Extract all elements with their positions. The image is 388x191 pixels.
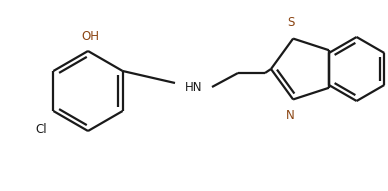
- Text: OH: OH: [81, 30, 99, 43]
- Text: S: S: [288, 15, 295, 29]
- Text: Cl: Cl: [36, 123, 47, 136]
- Text: HN: HN: [185, 80, 203, 94]
- Text: N: N: [286, 109, 294, 122]
